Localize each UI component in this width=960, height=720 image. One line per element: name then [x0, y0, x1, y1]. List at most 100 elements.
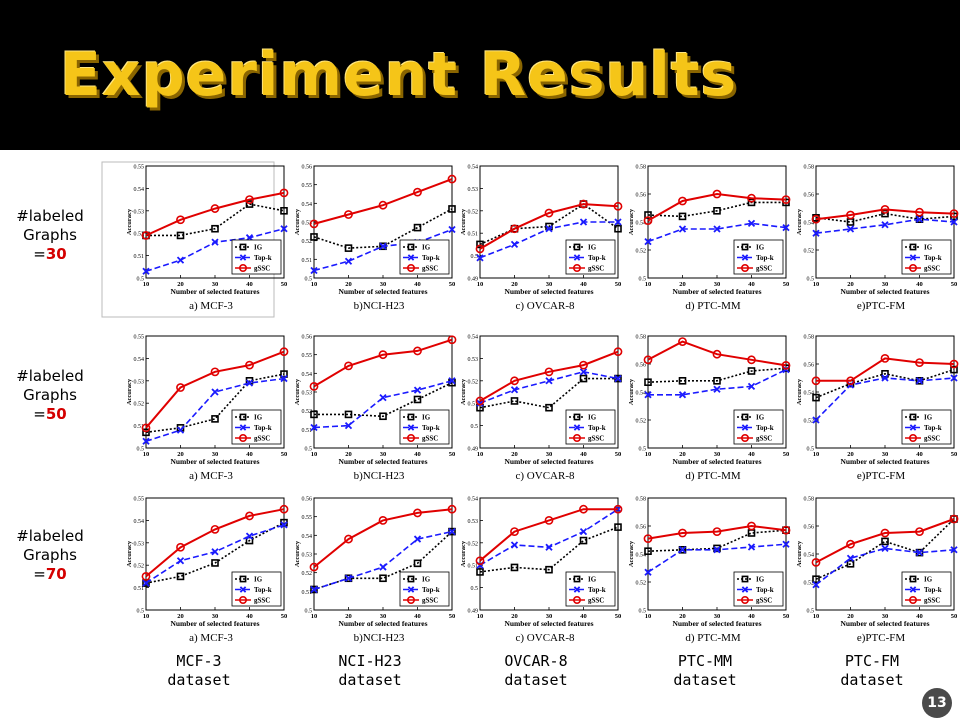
legend: IG Top-k gSSC — [231, 409, 282, 445]
y-tick-label: 0.54 — [636, 221, 647, 227]
y-tick-label: 0.5 — [137, 277, 145, 283]
legend-label: IG — [924, 244, 933, 252]
topk-marker — [644, 391, 652, 399]
y-tick-label: 0.51 — [134, 586, 145, 592]
y-tick-label: 0.5 — [305, 447, 313, 453]
ig-marker — [239, 243, 247, 251]
gssc-marker — [141, 423, 151, 433]
chart-title: a) MCF-3 — [189, 300, 233, 312]
chart-panel: 0.49 0.5 0.51 0.52 0.53 0.54 10 20 30 40 50 Number … — [460, 335, 623, 482]
gssc-marker — [908, 433, 917, 442]
gssc-marker — [447, 335, 457, 345]
gssc-marker — [239, 433, 248, 442]
series-line-gssc — [479, 508, 618, 562]
legend-label: IG — [924, 414, 933, 422]
x-axis-label: Number of selected features — [170, 619, 259, 628]
dataset-label-mcf3: MCF-3 dataset — [167, 652, 231, 689]
y-tick-label: 0.5 — [471, 586, 479, 592]
topk-marker — [211, 388, 219, 396]
ig-marker — [142, 428, 150, 437]
x-tick-label: 30 — [714, 451, 721, 458]
x-tick-label: 50 — [281, 451, 288, 458]
gssc-marker — [309, 381, 319, 391]
gssc-marker — [475, 244, 485, 254]
chart-title: a) MCF-3 — [189, 470, 233, 482]
series-line-gssc — [145, 350, 285, 429]
x-tick-label: 50 — [449, 613, 456, 620]
gssc-marker — [747, 521, 756, 531]
x-tick-label: 10 — [813, 281, 820, 288]
gssc-marker — [544, 208, 554, 218]
gssc-marker — [279, 504, 289, 514]
chart-panel: 0.5 0.52 0.54 0.56 0.58 10 20 30 40 50 Number of s… — [628, 165, 791, 312]
chart-panel: 0.5 0.51 0.52 0.53 0.54 0.55 10 20 30 40 50 Number … — [126, 335, 289, 482]
series-line-gssc — [313, 508, 453, 568]
x-tick-label: 20 — [511, 613, 518, 620]
y-tick-label: 0.56 — [636, 363, 647, 369]
gssc-marker — [406, 263, 415, 272]
y-axis-label: Accuracy — [126, 540, 133, 567]
topk-marker — [142, 579, 150, 587]
x-tick-label: 20 — [511, 451, 518, 458]
chart-title: c) OVCAR-8 — [516, 632, 575, 644]
topk-marker — [545, 377, 553, 385]
ig-marker — [245, 536, 254, 545]
topk-marker — [239, 586, 247, 593]
gssc-marker — [811, 558, 821, 567]
y-tick-label: 0.52 — [804, 249, 815, 255]
topk-marker — [909, 424, 917, 431]
gssc-marker — [613, 201, 623, 211]
legend-label: IG — [756, 244, 765, 252]
legend-label: IG — [254, 414, 263, 422]
row-label-line1: #labeled — [16, 207, 84, 225]
x-tick-label: 50 — [783, 613, 790, 620]
gssc-marker — [406, 595, 415, 604]
topk-marker — [909, 586, 917, 593]
gssc-marker — [949, 514, 959, 524]
topk-marker — [614, 374, 622, 383]
ig-marker — [614, 224, 622, 233]
x-tick-label: 40 — [748, 281, 755, 288]
x-tick-label: 20 — [679, 451, 686, 458]
y-tick-label: 0.5 — [305, 277, 313, 283]
topk-marker — [448, 377, 456, 385]
topk-marker — [573, 424, 581, 431]
x-tick-label: 50 — [783, 451, 790, 458]
gssc-marker — [846, 539, 855, 549]
x-axis-label: Number of selected features — [840, 287, 929, 296]
gssc-marker — [210, 524, 220, 534]
row-label-30: #labeled Graphs =30 — [6, 207, 94, 264]
topk-marker — [747, 382, 756, 391]
series-line-gssc — [815, 518, 955, 564]
ig-marker — [678, 376, 687, 385]
series-line-ig — [647, 367, 787, 383]
series-line-top-k — [479, 508, 619, 566]
x-tick-label: 40 — [246, 451, 253, 458]
x-tick-label: 50 — [951, 451, 958, 458]
x-axis-label: Number of selected features — [504, 287, 593, 296]
chart-panel: 0.5 0.51 0.52 0.53 0.54 0.55 0.56 10 20 30 40 50 Num… — [294, 335, 457, 482]
y-axis-label: Accuracy — [460, 208, 467, 235]
x-tick-label: 40 — [916, 613, 923, 620]
legend-label: Top-k — [924, 586, 942, 594]
x-tick-label: 40 — [916, 281, 923, 288]
topk-marker — [280, 225, 288, 233]
y-tick-label: 0.53 — [134, 209, 145, 215]
gssc-marker — [712, 349, 722, 359]
x-tick-label: 20 — [177, 281, 184, 288]
x-tick-label: 10 — [477, 451, 484, 458]
x-tick-label: 20 — [177, 613, 184, 620]
y-axis-label: Accuracy — [796, 208, 803, 235]
y-tick-label: 0.53 — [468, 187, 479, 193]
series-line-gssc — [647, 524, 787, 540]
x-tick-label: 50 — [783, 281, 790, 288]
topk-marker — [280, 374, 288, 383]
topk-marker — [579, 527, 588, 536]
gssc-marker — [811, 214, 821, 224]
legend-label: Top-k — [254, 424, 272, 432]
x-tick-label: 40 — [748, 451, 755, 458]
y-tick-label: 0.51 — [468, 402, 479, 408]
x-tick-label: 30 — [546, 281, 553, 288]
legend: IG Top-k gSSC — [399, 571, 450, 607]
dataset-label-ptcmm: PTC-MM dataset — [673, 652, 737, 689]
